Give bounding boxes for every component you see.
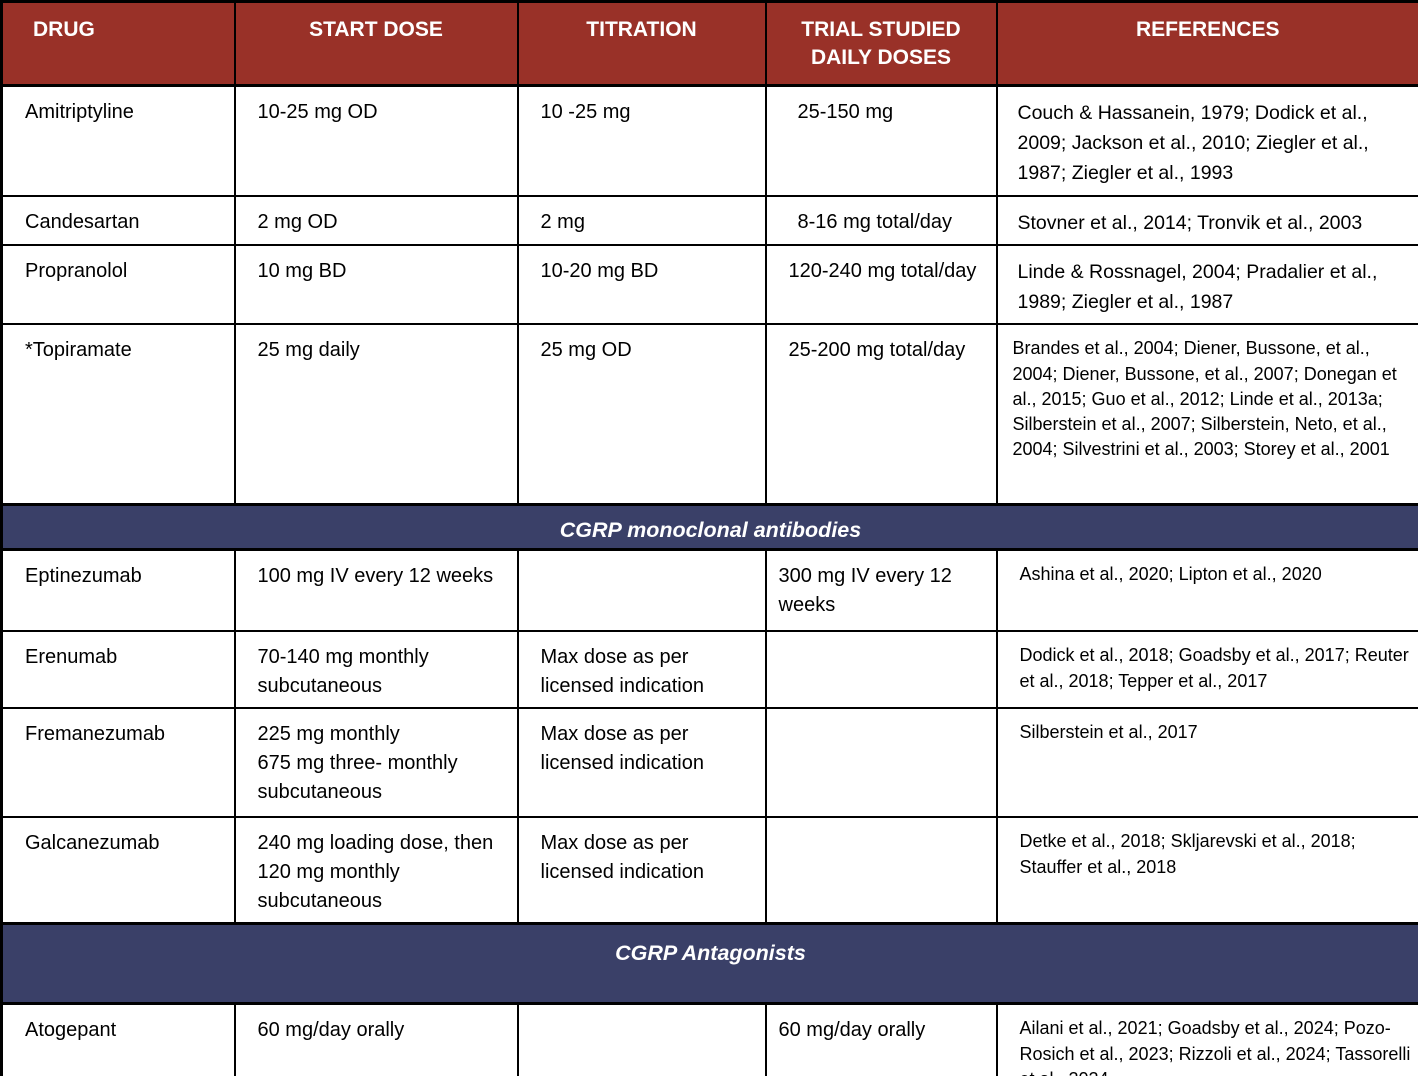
cell-titration: Max dose as per licensed indication [516,816,767,925]
cell-start-dose: 2 mg OD [233,194,519,246]
cell-trial-doses: 25-150 mg [764,84,998,197]
col-header-drug: DRUG [0,0,236,87]
cell-start-dose: 10-25 mg OD [233,84,519,197]
col-header-start-dose: START DOSE [233,0,519,87]
cell-titration: Max dose as per licensed indication [516,707,767,819]
section-row-cgrp-antagonists: CGRP Antagonists [1,922,1418,1006]
cell-trial-doses: 25-200 mg total/day [764,323,998,506]
cell-trial-doses [764,816,998,925]
table-row-amitriptyline: Amitriptyline 10-25 mg OD 10 -25 mg 25-1… [0,84,1418,197]
cell-titration: Max dose as per licensed indication [516,630,767,710]
cell-references: Ailani et al., 2021; Goadsby et al., 202… [995,1002,1418,1076]
cell-drug: Fremanezumab [0,707,236,819]
header-row: DRUG START DOSE TITRATION TRIAL STUDIED … [0,0,1418,87]
cell-references: Silberstein et al., 2017 [995,707,1418,819]
cell-titration: 10 -25 mg [516,84,767,197]
cell-titration [516,548,767,633]
table-row-fremanezumab: Fremanezumab 225 mg monthly 675 mg three… [0,707,1418,819]
cell-trial-doses: 60 mg/day orally [764,1002,998,1076]
section-row-cgrp-monoclonal-antibodies: CGRP monoclonal antibodies [1,502,1418,551]
section-label-cgrp-monoclonal-antibodies: CGRP monoclonal antibodies [1,502,1418,551]
cell-references: Stovner et al., 2014; Tronvik et al., 20… [995,194,1418,246]
cell-drug: Galcanezumab [0,816,236,925]
col-header-titration: TITRATION [516,0,767,87]
cell-start-dose: 240 mg loading dose, then 120 mg monthly… [233,816,519,925]
col-header-references: REFERENCES [995,0,1418,87]
cell-drug: Propranolol [0,243,236,326]
cell-trial-doses [764,707,998,819]
cell-trial-doses: 120-240 mg total/day [764,243,998,326]
cell-start-dose: 100 mg IV every 12 weeks [233,548,519,633]
section-label-cgrp-antagonists: CGRP Antagonists [1,922,1418,1006]
cell-references: Dodick et al., 2018; Goadsby et al., 201… [995,630,1418,710]
table-row-candesartan: Candesartan 2 mg OD 2 mg 8-16 mg total/d… [0,194,1418,246]
table-row-atogepant: Atogepant 60 mg/day orally 60 mg/day ora… [0,1002,1418,1076]
cell-trial-doses: 8-16 mg total/day [764,194,998,246]
cell-titration: 2 mg [516,194,767,246]
cell-titration: 10-20 mg BD [516,243,767,326]
cell-start-dose: 70-140 mg monthly subcutaneous [233,630,519,710]
table-row-erenumab: Erenumab 70-140 mg monthly subcutaneous … [0,630,1418,710]
cell-references: Ashina et al., 2020; Lipton et al., 2020 [995,548,1418,633]
cell-titration: 25 mg OD [516,323,767,506]
cell-drug: Amitriptyline [0,84,236,197]
cell-references: Detke et al., 2018; Skljarevski et al., … [995,816,1418,925]
cell-trial-doses [764,630,998,710]
cell-drug: Atogepant [0,1002,236,1076]
table-row-eptinezumab: Eptinezumab 100 mg IV every 12 weeks 300… [0,548,1418,633]
cell-references: Brandes et al., 2004; Diener, Bussone, e… [995,323,1418,506]
cell-drug: Candesartan [0,194,236,246]
table-row-propranolol: Propranolol 10 mg BD 10-20 mg BD 120-240… [0,243,1418,326]
col-header-trial-doses: TRIAL STUDIED DAILY DOSES [764,0,998,87]
cell-start-dose: 10 mg BD [233,243,519,326]
cell-titration [516,1002,767,1076]
cell-drug: Erenumab [0,630,236,710]
cell-drug: *Topiramate [0,323,236,506]
cell-references: Couch & Hassanein, 1979; Dodick et al., … [995,84,1418,197]
cell-trial-doses: 300 mg IV every 12 weeks [764,548,998,633]
cell-start-dose: 60 mg/day orally [233,1002,519,1076]
cell-references: Linde & Rossnagel, 2004; Pradalier et al… [995,243,1418,326]
cell-start-dose: 25 mg daily [233,323,519,506]
table-row-topiramate: *Topiramate 25 mg daily 25 mg OD 25-200 … [0,323,1418,506]
cell-start-dose: 225 mg monthly 675 mg three- monthly sub… [233,707,519,819]
table-row-galcanezumab: Galcanezumab 240 mg loading dose, then 1… [0,816,1418,925]
cell-drug: Eptinezumab [0,548,236,633]
